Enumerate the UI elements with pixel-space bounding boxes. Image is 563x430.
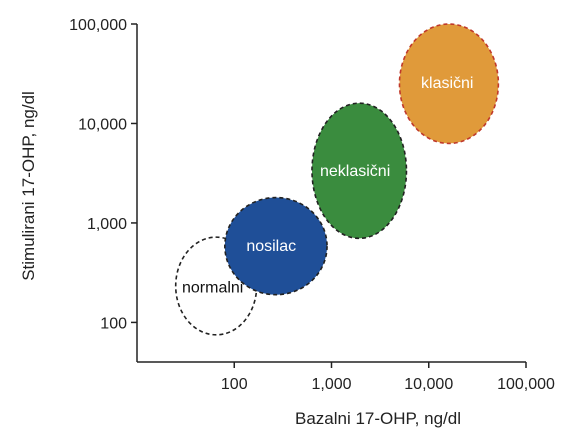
region-klasicni-label: klasični bbox=[421, 75, 473, 92]
x-tick-label: 10,000 bbox=[404, 376, 453, 393]
region-neklasicni-label: neklasični bbox=[320, 163, 390, 180]
region-klasicni-ellipse bbox=[398, 23, 500, 145]
region-group: normalni nosilac neklasični klasični bbox=[174, 23, 500, 336]
y-ticks: 100 1,000 10,000 100,000 bbox=[69, 17, 137, 332]
region-neklasicni-ellipse bbox=[311, 102, 408, 240]
x-ticks: 100 1,000 10,000 100,000 bbox=[221, 362, 555, 393]
y-tick-label: 100,000 bbox=[69, 17, 127, 34]
y-tick-label: 1,000 bbox=[87, 216, 127, 233]
x-tick-label: 100 bbox=[221, 376, 248, 393]
x-axis-title: Bazalni 17-OHP, ng/dl bbox=[295, 409, 461, 428]
y-tick-label: 100 bbox=[100, 315, 127, 332]
y-axis-title: Stimulirani 17-OHP, ng/dl bbox=[19, 91, 38, 281]
region-nosilac-ellipse bbox=[224, 196, 328, 296]
x-tick-label: 1,000 bbox=[311, 376, 351, 393]
region-nosilac-label: nosilac bbox=[246, 238, 296, 255]
region-normalni-label: normalni bbox=[182, 279, 243, 296]
y-tick-label: 10,000 bbox=[78, 116, 127, 133]
x-tick-label: 100,000 bbox=[497, 376, 555, 393]
